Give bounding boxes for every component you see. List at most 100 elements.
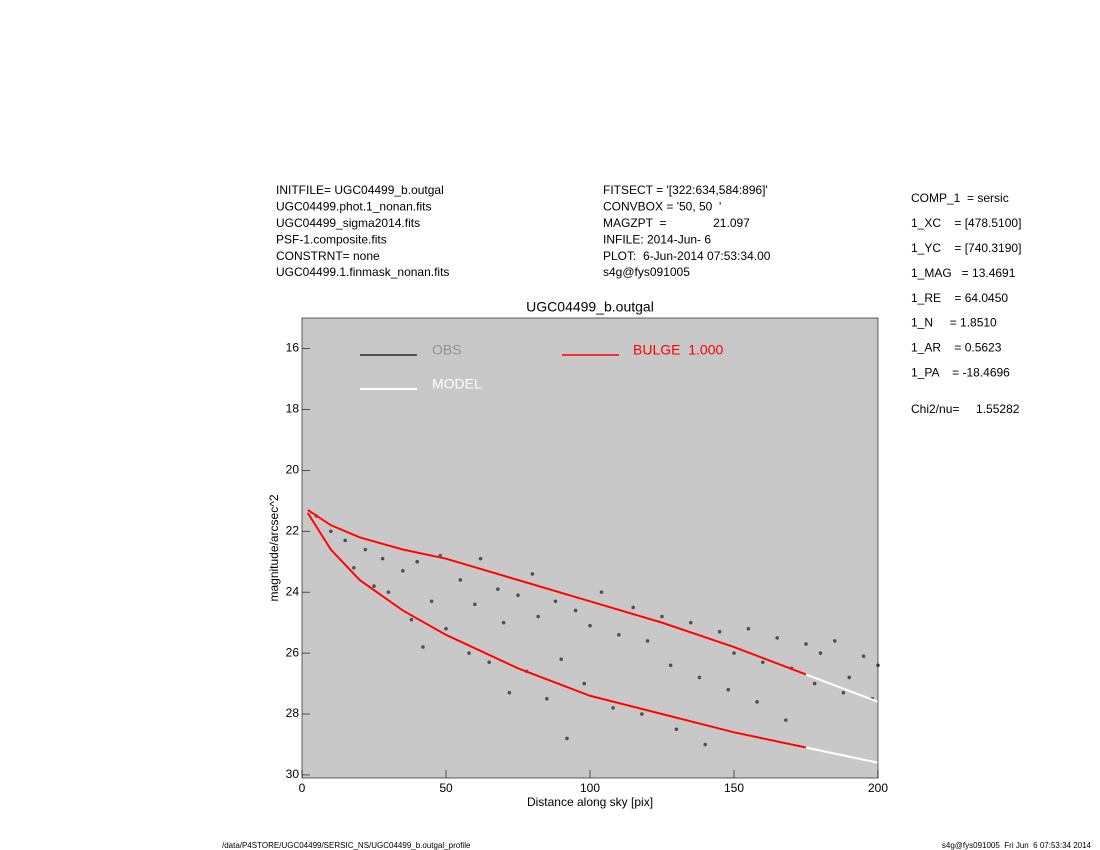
- chart-title: UGC04499_b.outgal: [526, 299, 654, 315]
- y-tick-label: 26: [286, 645, 300, 659]
- obs-point: [429, 599, 434, 604]
- legend-label: BULGE 1.000: [633, 342, 723, 358]
- obs-point: [818, 651, 823, 655]
- obs-point: [833, 639, 837, 643]
- x-tick-label: 200: [868, 781, 888, 795]
- obs-point: [645, 639, 650, 643]
- header-middle-line: s4g@fys091005: [603, 265, 690, 279]
- obs-point: [421, 645, 425, 649]
- obs-point: [530, 572, 535, 576]
- obs-point: [668, 663, 673, 668]
- obs-point: [611, 706, 615, 710]
- obs-point: [329, 529, 333, 534]
- obs-point: [507, 690, 512, 695]
- header-right-line: 1_XC = [478.5100]: [911, 216, 1021, 230]
- header-middle-line: PLOT: 6-Jun-2014 07:53:34.00: [603, 249, 771, 263]
- obs-point: [380, 556, 385, 561]
- obs-point: [697, 675, 702, 680]
- obs-point: [841, 690, 846, 695]
- header-right-line: 1_YC = [740.3190]: [911, 241, 1021, 255]
- header-right-line: 1_PA = -18.4696: [911, 365, 1010, 379]
- x-axis-label: Distance along sky [pix]: [527, 795, 653, 809]
- y-tick-label: 24: [286, 584, 300, 598]
- obs-point: [487, 660, 492, 665]
- obs-point: [689, 620, 693, 625]
- obs-point: [536, 614, 540, 619]
- obs-point: [516, 593, 520, 598]
- obs-point: [559, 657, 563, 661]
- header-right-line: 1_MAG = 13.4691: [911, 266, 1016, 280]
- plot-background: [302, 318, 878, 778]
- obs-point: [343, 538, 348, 543]
- obs-point: [784, 718, 788, 722]
- obs-point: [703, 742, 707, 747]
- header-left-line: UGC04499_sigma2014.fits: [276, 216, 420, 230]
- y-tick-label: 30: [286, 767, 300, 781]
- x-tick-label: 50: [439, 781, 453, 795]
- header-left-line: UGC04499.1.finmask_nonan.fits: [276, 265, 449, 279]
- obs-point: [746, 626, 751, 631]
- y-tick-label: 22: [286, 523, 300, 537]
- header-middle-line: CONVBOX = '50, 50 ': [603, 200, 721, 214]
- header-middle-line: MAGZPT = 21.097: [603, 216, 750, 230]
- obs-point: [545, 696, 549, 701]
- obs-point: [553, 599, 558, 604]
- obs-point: [631, 605, 635, 610]
- obs-point: [640, 712, 644, 716]
- header-left-line: INITFILE= UGC04499_b.outgal: [276, 183, 444, 197]
- obs-point: [761, 660, 765, 665]
- obs-point: [582, 681, 587, 686]
- y-tick-label: 28: [286, 706, 300, 720]
- header-middle-line: INFILE: 2014-Jun- 6: [603, 232, 711, 246]
- obs-point: [847, 675, 851, 680]
- model-edge: [306, 512, 807, 749]
- header-right-line: 1_N = 1.8510: [911, 316, 997, 330]
- obs-point: [409, 617, 414, 622]
- obs-point: [775, 636, 779, 640]
- obs-point: [617, 633, 621, 637]
- x-tick-label: 150: [724, 781, 744, 795]
- obs-point: [732, 651, 736, 655]
- obs-point: [674, 727, 679, 732]
- y-tick-label: 16: [286, 341, 300, 355]
- obs-point: [565, 736, 569, 741]
- obs-point: [861, 654, 866, 658]
- header-right-line: 1_AR = 0.5623: [911, 341, 1002, 355]
- chi2: Chi2/nu= 1.55282: [911, 402, 1020, 416]
- obs-point: [804, 642, 808, 646]
- y-axis-label: magnitude/arcsec^2: [267, 494, 281, 601]
- obs-point: [755, 700, 759, 704]
- obs-point: [573, 608, 578, 613]
- header-middle-line: FITSECT = '[322:634,584:896]': [603, 183, 768, 197]
- obs-point: [458, 578, 463, 582]
- obs-point: [467, 651, 471, 655]
- obs-point: [660, 614, 664, 619]
- obs-point: [599, 590, 604, 594]
- obs-point: [372, 584, 376, 588]
- legend-label: MODEL: [432, 376, 482, 392]
- plot-area: [306, 509, 880, 764]
- obs-point: [401, 569, 405, 573]
- obs-point: [717, 629, 722, 634]
- obs-point: [478, 556, 483, 561]
- obs-point: [444, 626, 448, 631]
- x-tick-label: 0: [299, 781, 306, 795]
- obs-point: [496, 587, 500, 591]
- legend-label: OBS: [432, 342, 462, 358]
- obs-point: [812, 681, 817, 686]
- obs-point: [352, 566, 356, 570]
- obs-point: [588, 623, 592, 628]
- header-right-line: 1_RE = 64.0450: [911, 291, 1008, 305]
- y-tick-label: 18: [286, 402, 300, 416]
- obs-point: [386, 590, 391, 594]
- obs-point: [415, 559, 420, 564]
- header-left-line: CONSTRNT= none: [276, 249, 380, 263]
- header-right-line: COMP_1 = sersic: [911, 191, 1009, 205]
- obs-point: [726, 687, 731, 692]
- obs-point: [363, 547, 368, 552]
- footer-right: s4g@fys091005 Fri Jun 6 07:53:34 2014: [942, 841, 1092, 850]
- y-tick-label: 20: [286, 462, 300, 476]
- x-tick-label: 100: [580, 781, 600, 795]
- footer-left: /data/P4STORE/UGC04499/SERSIC_NS/UGC0449…: [222, 841, 471, 850]
